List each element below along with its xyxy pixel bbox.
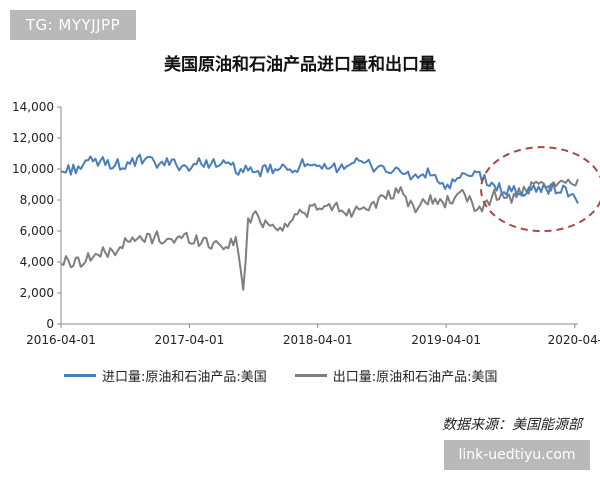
x-tick-label: 2019-04-01	[411, 333, 481, 347]
series-layer	[60, 153, 579, 291]
highlight-ellipse	[480, 146, 600, 233]
y-tick-label: 10,000	[12, 162, 54, 176]
legend-item-exports: 出口量:原油和石油产品:美国	[294, 366, 498, 385]
series-line-exports	[60, 178, 579, 291]
chart-axes: 0 2,000 4,000 6,000 8,000 10,000 12,000 14,000 2…	[12, 100, 600, 347]
legend-item-imports: 进口量:原油和石油产品:美国	[64, 366, 267, 385]
y-tick-label: 2,000	[20, 286, 54, 300]
source-note: 数据来源：美国能源部	[442, 417, 582, 433]
x-tick-label: 2020-04-	[548, 333, 600, 347]
y-tick-label: 12,000	[12, 131, 54, 145]
legend-swatch-imports	[64, 374, 96, 377]
y-tick-label: 6,000	[20, 224, 54, 238]
chart-title: 美国原油和石油产品进口量和出口量	[164, 55, 436, 75]
legend-label-exports: 出口量:原油和石油产品:美国	[332, 370, 498, 385]
x-tick-label: 2018-04-01	[283, 333, 353, 347]
chart-legend: 进口量:原油和石油产品:美国 出口量:原油和石油产品:美国	[64, 366, 498, 385]
legend-label-imports: 进口量:原油和石油产品:美国	[102, 370, 267, 385]
legend-swatch-exports	[294, 374, 327, 377]
y-tick-label: 8,000	[20, 193, 54, 207]
y-tick-label: 0	[46, 317, 54, 331]
x-tick-label: 2017-04-01	[154, 333, 224, 347]
x-tick-label: 2016-04-01	[26, 333, 96, 347]
link-badge-text: link-uedtiyu.com	[458, 447, 576, 463]
watermark-badge: TG: MYYJJPP	[10, 10, 136, 40]
series-line-imports	[60, 153, 579, 204]
y-tick-label: 14,000	[12, 100, 54, 114]
link-badge: link-uedtiyu.com	[444, 440, 590, 470]
y-tick-label: 4,000	[20, 255, 54, 269]
watermark-text: TG: MYYJJPP	[25, 16, 121, 34]
annotation-layer	[480, 146, 600, 233]
